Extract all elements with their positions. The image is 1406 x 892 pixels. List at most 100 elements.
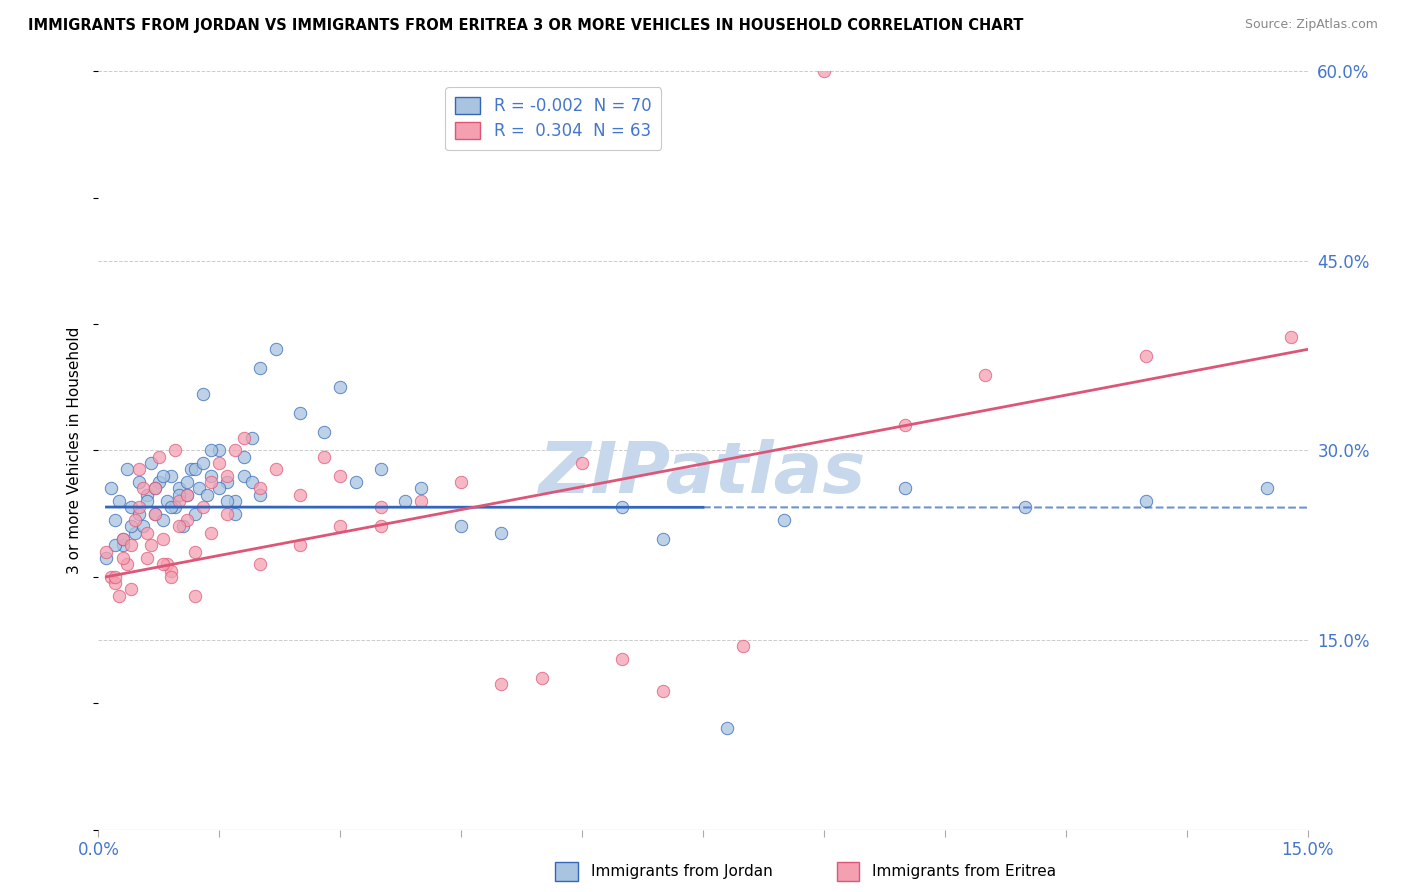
Point [167, 519, 190, 533]
Point [224, 443, 246, 458]
Point [111, 550, 134, 565]
Point [974, 368, 997, 382]
Point [100, 570, 122, 584]
Point [491, 677, 513, 691]
Point [184, 589, 207, 603]
Point [651, 683, 673, 698]
Point [96, 550, 118, 565]
Point [772, 513, 794, 527]
Point [188, 482, 211, 496]
Point [240, 431, 263, 445]
Point [329, 380, 352, 394]
Point [208, 456, 231, 470]
Point [107, 494, 129, 508]
Point [115, 557, 138, 572]
Point [264, 343, 287, 357]
Point [167, 482, 190, 496]
Point [651, 532, 673, 546]
Point [103, 570, 125, 584]
Text: Source: ZipAtlas.com: Source: ZipAtlas.com [1244, 18, 1378, 31]
Point [143, 507, 166, 521]
Point [240, 475, 263, 489]
Point [152, 468, 174, 483]
Point [1014, 500, 1036, 515]
Point [156, 557, 179, 572]
Point [217, 507, 239, 521]
Point [329, 468, 352, 483]
Point [329, 519, 352, 533]
Point [370, 519, 392, 533]
Text: Immigrants from Jordan: Immigrants from Jordan [591, 863, 772, 879]
Point [103, 576, 125, 591]
Point [370, 500, 392, 515]
Point [200, 468, 222, 483]
Point [409, 482, 432, 496]
Point [184, 462, 207, 476]
Point [409, 494, 432, 508]
Point [132, 482, 155, 496]
Point [135, 525, 157, 540]
Point [128, 507, 150, 521]
Point [167, 494, 190, 508]
Point [264, 462, 287, 476]
Point [1281, 330, 1303, 344]
Legend: R = -0.002  N = 70, R =  0.304  N = 63: R = -0.002 N = 70, R = 0.304 N = 63 [446, 87, 661, 150]
Text: IMMIGRANTS FROM JORDAN VS IMMIGRANTS FROM ERITREA 3 OR MORE VEHICLES IN HOUSEHOL: IMMIGRANTS FROM JORDAN VS IMMIGRANTS FRO… [28, 18, 1024, 33]
Point [208, 482, 231, 496]
Point [160, 570, 183, 584]
Point [1135, 494, 1157, 508]
Point [111, 538, 134, 552]
Point [217, 475, 239, 489]
Point [450, 475, 472, 489]
Point [103, 538, 125, 552]
Point [249, 557, 271, 572]
Point [200, 443, 222, 458]
Point [107, 589, 129, 603]
Point [193, 500, 215, 515]
Point [111, 532, 134, 546]
Point [1135, 349, 1157, 363]
Point [156, 494, 179, 508]
Text: ZIPatlas: ZIPatlas [540, 439, 866, 508]
Point [115, 462, 138, 476]
Point [160, 468, 183, 483]
Point [180, 462, 202, 476]
Point [733, 640, 755, 654]
Point [612, 652, 634, 666]
Point [124, 513, 146, 527]
Point [124, 525, 146, 540]
Point [172, 519, 194, 533]
Point [135, 494, 157, 508]
Point [249, 488, 271, 502]
Point [200, 525, 222, 540]
Point [120, 519, 142, 533]
Point [143, 507, 166, 521]
Point [120, 500, 142, 515]
Point [163, 500, 186, 515]
Point [184, 507, 207, 521]
Point [224, 494, 246, 508]
Point [217, 494, 239, 508]
Point [111, 532, 134, 546]
Point [530, 671, 553, 685]
Point [120, 538, 142, 552]
Point [160, 500, 183, 515]
Point [249, 361, 271, 376]
Point [288, 538, 311, 552]
Point [716, 722, 738, 736]
Point [193, 456, 215, 470]
Point [288, 488, 311, 502]
Point [893, 418, 915, 433]
Point [193, 386, 215, 401]
Point [128, 462, 150, 476]
Point [813, 64, 835, 78]
Point [370, 462, 392, 476]
Point [344, 475, 367, 489]
Y-axis label: 3 or more Vehicles in Household: 3 or more Vehicles in Household [67, 326, 83, 574]
Point [893, 482, 915, 496]
Point [176, 513, 198, 527]
Point [176, 475, 198, 489]
Point [612, 500, 634, 515]
Point [135, 550, 157, 565]
Point [100, 482, 122, 496]
